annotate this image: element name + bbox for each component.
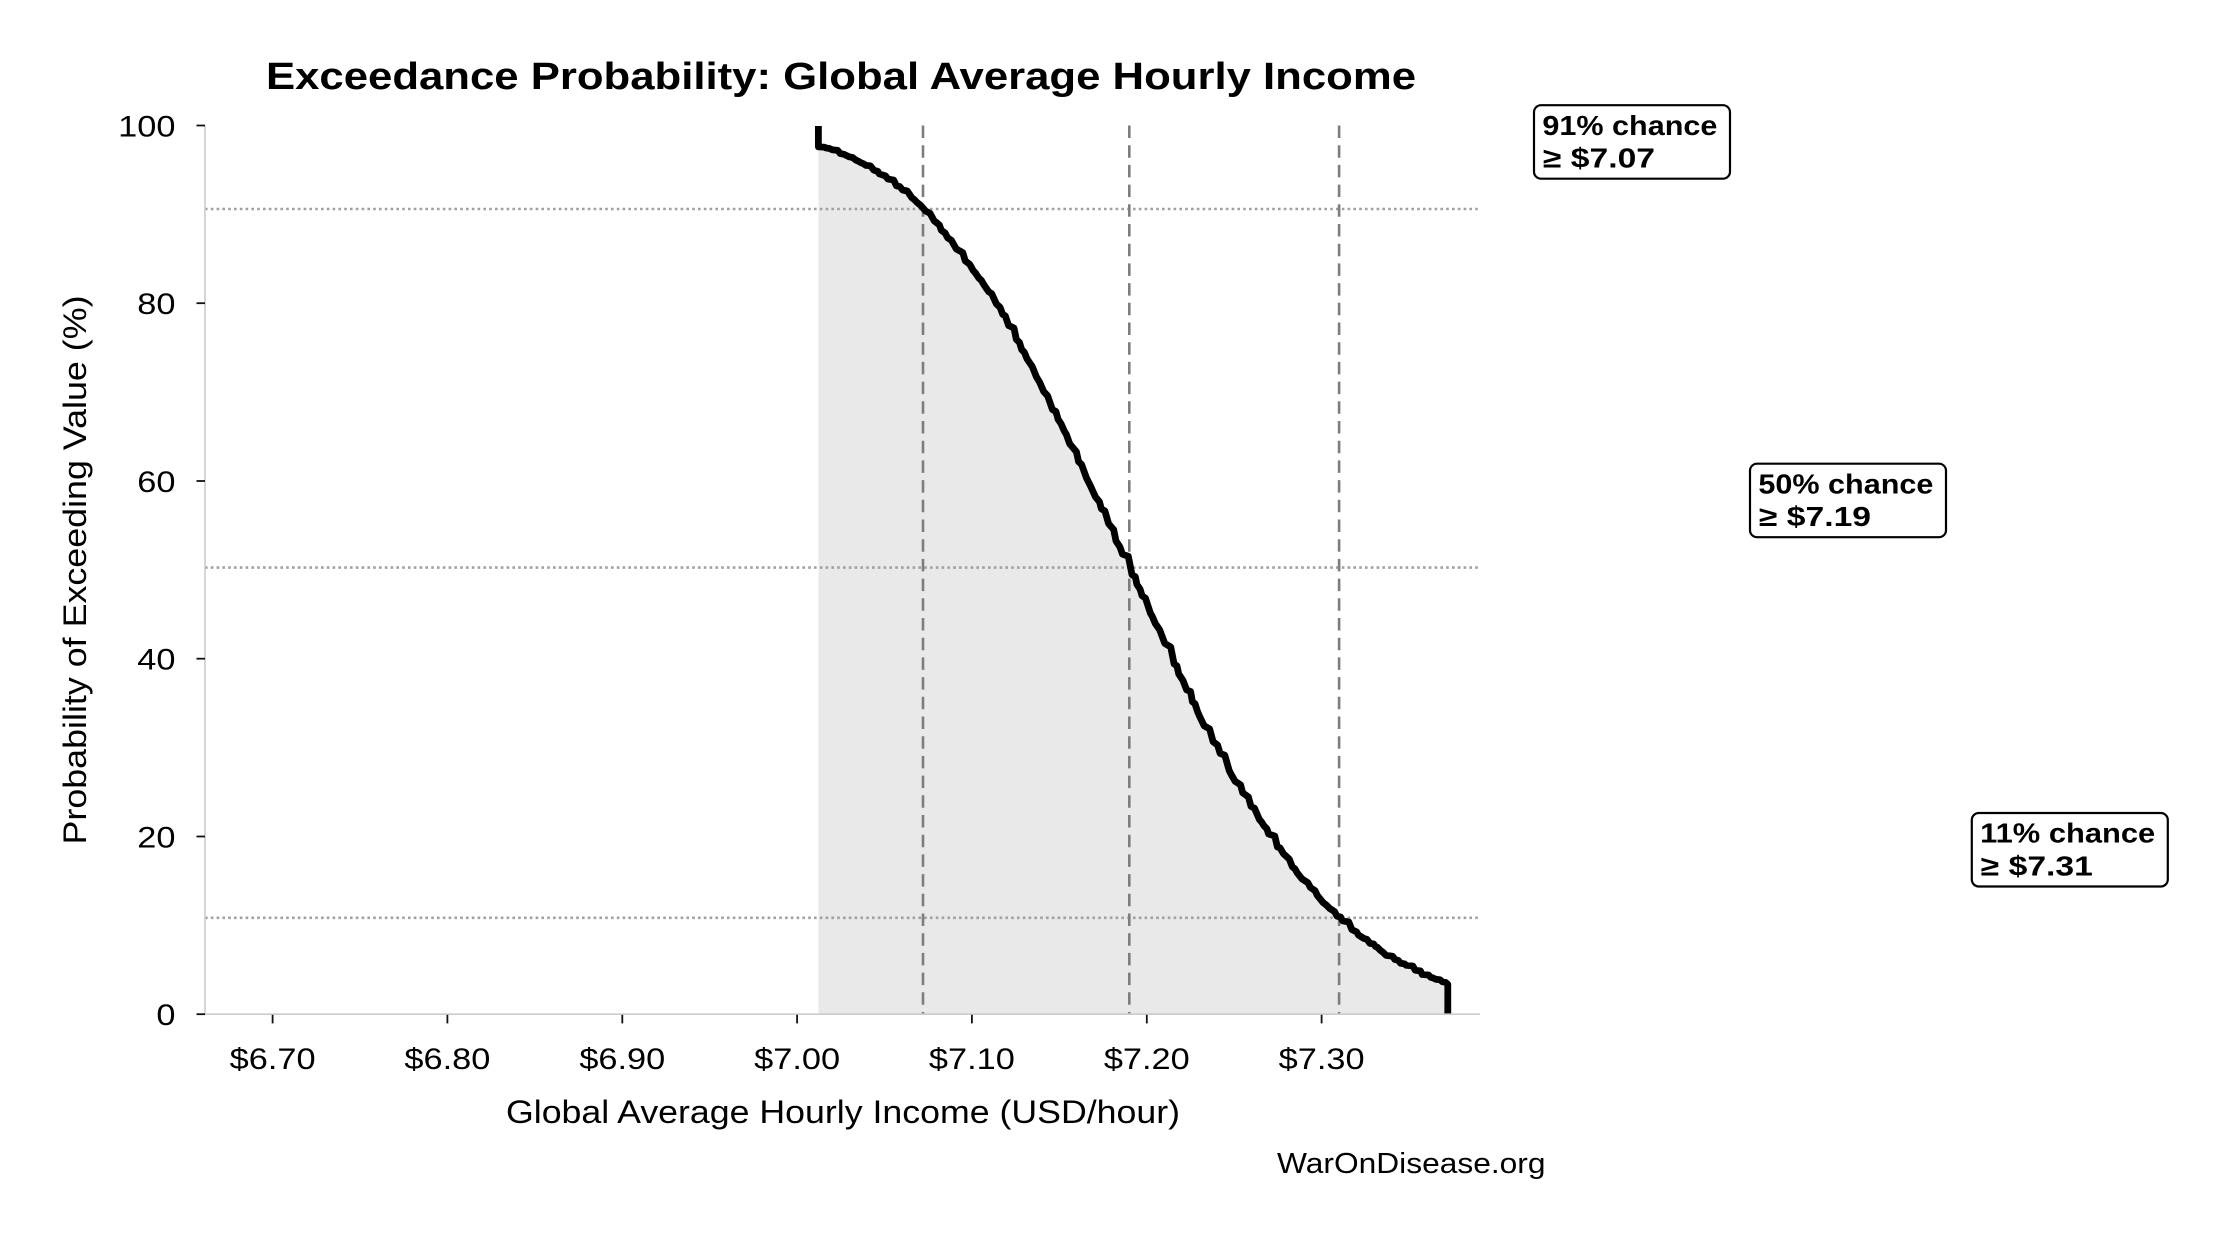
svg-text:Exceedance Probability: Global: Exceedance Probability: Global Average H… (266, 56, 1416, 98)
svg-text:50% chance: 50% chance (1758, 468, 1933, 499)
svg-text:40: 40 (137, 644, 175, 677)
svg-text:11% chance: 11% chance (1980, 818, 2155, 849)
svg-text:$7.00: $7.00 (754, 1043, 840, 1076)
svg-text:$6.90: $6.90 (579, 1043, 665, 1076)
svg-text:Probability of Exceeding Value: Probability of Exceeding Value (%) (57, 296, 93, 845)
svg-text:WarOnDisease.org: WarOnDisease.org (1277, 1148, 1546, 1180)
svg-text:$6.70: $6.70 (230, 1043, 316, 1076)
svg-text:91% chance: 91% chance (1542, 110, 1717, 141)
svg-text:60: 60 (137, 466, 175, 499)
svg-text:≥ $7.19: ≥ $7.19 (1759, 501, 1871, 532)
svg-text:$7.10: $7.10 (929, 1043, 1015, 1076)
svg-text:20: 20 (137, 821, 175, 854)
svg-text:$6.80: $6.80 (404, 1043, 490, 1076)
svg-text:≥ $7.07: ≥ $7.07 (1543, 143, 1655, 174)
svg-text:$7.30: $7.30 (1279, 1043, 1365, 1076)
svg-text:≥ $7.31: ≥ $7.31 (1981, 851, 2093, 882)
svg-text:Global Average Hourly Income (: Global Average Hourly Income (USD/hour) (506, 1094, 1180, 1130)
svg-text:$7.20: $7.20 (1104, 1043, 1190, 1076)
svg-text:0: 0 (156, 999, 175, 1032)
svg-text:80: 80 (137, 288, 175, 321)
svg-text:100: 100 (118, 110, 175, 143)
